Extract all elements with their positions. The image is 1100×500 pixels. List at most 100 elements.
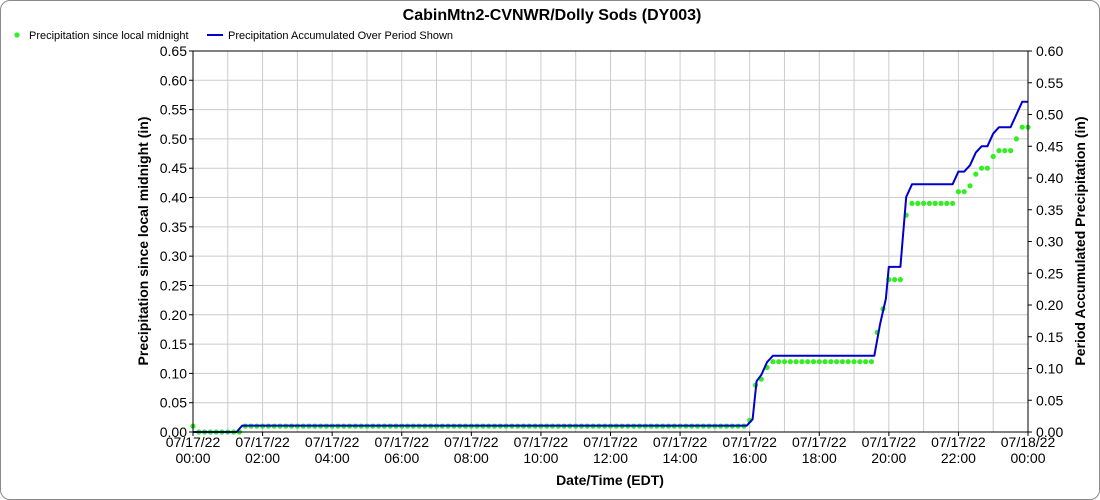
data-point-midnight <box>909 200 915 206</box>
data-point-midnight <box>961 189 967 195</box>
y-right-tick-label: 0.00 <box>1036 424 1063 440</box>
x-tick-label-date: 07/17/22 <box>722 434 777 450</box>
data-point-midnight <box>1002 148 1008 154</box>
y-left-tick-label: 0.15 <box>160 336 187 352</box>
x-tick-label-date: 07/17/22 <box>862 434 917 450</box>
x-tick-label-date: 07/17/22 <box>514 434 569 450</box>
data-point-midnight <box>932 200 938 206</box>
x-tick-label-date: 07/17/22 <box>931 434 986 450</box>
data-point-midnight <box>984 165 991 171</box>
x-tick-label-time: 16:00 <box>732 450 767 466</box>
data-point-midnight <box>1013 136 1020 142</box>
y-left-tick-label: 0.40 <box>160 190 187 206</box>
grid <box>193 51 1028 432</box>
y-right-tick-label: 0.40 <box>1036 170 1063 186</box>
data-point-midnight <box>799 359 805 365</box>
y-right-tick-label: 0.20 <box>1036 297 1063 313</box>
data-point-midnight <box>863 359 869 365</box>
x-axis-title: Date/Time (EDT) <box>556 472 664 488</box>
y-left-tick-label: 0.25 <box>160 277 187 293</box>
data-point-midnight <box>793 359 799 365</box>
x-tick-label-time: 04:00 <box>315 450 350 466</box>
x-tick-label-date: 07/17/22 <box>653 434 708 450</box>
x-tick-label-date: 07/17/22 <box>375 434 430 450</box>
x-tick-label-time: 14:00 <box>663 450 698 466</box>
data-point-midnight <box>787 359 793 365</box>
x-tick-label-date: 07/17/22 <box>305 434 360 450</box>
y-left-tick-label: 0.00 <box>160 424 187 440</box>
y-right-tick-label: 0.05 <box>1036 392 1063 408</box>
y-left-tick-label: 0.50 <box>160 131 187 147</box>
data-point-midnight <box>897 277 904 283</box>
data-point-midnight <box>810 359 817 365</box>
y-right-tick-label: 0.35 <box>1036 202 1063 218</box>
data-point-midnight <box>973 171 979 177</box>
legend-label-accumulated: Precipitation Accumulated Over Period Sh… <box>228 30 453 42</box>
series-line-accumulated <box>193 100 1028 433</box>
axes: 07/17/2200:0007/17/2202:0007/17/2204:000… <box>160 43 1064 466</box>
data-point-midnight <box>944 200 950 206</box>
y-right-tick-label: 0.50 <box>1036 107 1063 123</box>
data-point-midnight <box>834 359 840 365</box>
data-point-midnight <box>857 359 863 365</box>
data-point-midnight <box>868 359 875 365</box>
data-point-midnight <box>892 277 898 283</box>
data-point-midnight <box>1019 124 1025 130</box>
data-point-midnight <box>950 200 956 206</box>
y-left-tick-label: 0.10 <box>160 365 187 381</box>
y-right-tick-label: 0.60 <box>1036 43 1063 59</box>
x-tick-label-time: 20:00 <box>871 450 906 466</box>
x-tick-label-time: 22:00 <box>941 450 976 466</box>
data-point-midnight <box>770 359 776 365</box>
data-point-midnight <box>776 359 782 365</box>
data-point-midnight <box>967 183 973 189</box>
x-tick-label-time: 06:00 <box>384 450 419 466</box>
plot-area-border <box>192 50 1029 433</box>
x-tick-label-date: 07/17/22 <box>792 434 847 450</box>
y-right-tick-label: 0.15 <box>1036 329 1063 345</box>
y-left-tick-label: 0.30 <box>160 248 187 264</box>
x-tick-label-date: 07/17/22 <box>583 434 638 450</box>
y-left-tick-label: 0.45 <box>160 160 187 176</box>
y-right-tick-label: 0.30 <box>1036 234 1063 250</box>
data-point-midnight <box>921 200 927 206</box>
legend: Precipitation since local midnight Preci… <box>14 30 453 42</box>
data-point-midnight <box>839 359 846 365</box>
data-point-midnight <box>845 359 851 365</box>
data-point-midnight <box>979 165 985 171</box>
data-point-midnight <box>816 359 822 365</box>
x-tick-label-date: 07/18/22 <box>1001 434 1056 450</box>
data-point-midnight <box>781 359 788 365</box>
y-right-tick-label: 0.45 <box>1036 138 1063 154</box>
y-right-tick-label: 0.25 <box>1036 265 1063 281</box>
x-tick-label-time: 00:00 <box>175 450 210 466</box>
data-point-midnight <box>990 153 996 160</box>
x-tick-label-date: 07/17/22 <box>444 434 499 450</box>
y-left-tick-label: 0.05 <box>160 395 187 411</box>
x-tick-label-time: 00:00 <box>1010 450 1045 466</box>
x-tick-label-time: 02:00 <box>245 450 280 466</box>
legend-swatch-midnight <box>14 32 20 38</box>
x-tick-label-date: 07/17/22 <box>235 434 290 450</box>
data-point-midnight <box>828 359 834 365</box>
data-point-midnight <box>851 359 857 365</box>
chart-title: CabinMtn2-CVNWR/Dolly Sods (DY003) <box>403 7 702 24</box>
data-point-midnight <box>1008 148 1014 154</box>
y-left-tick-label: 0.20 <box>160 307 187 323</box>
x-tick-label-time: 12:00 <box>593 450 628 466</box>
data-point-midnight <box>915 200 921 206</box>
y-left-tick-label: 0.60 <box>160 72 187 88</box>
data-layer <box>190 100 1031 435</box>
y-right-tick-label: 0.55 <box>1036 75 1063 91</box>
data-point-midnight <box>938 200 944 206</box>
legend-label-midnight: Precipitation since local midnight <box>29 30 189 42</box>
x-tick-label-date: 07/17/22 <box>166 434 221 450</box>
y-left-tick-label: 0.55 <box>160 102 187 118</box>
x-tick-label-time: 10:00 <box>523 450 558 466</box>
data-point-midnight <box>805 359 811 365</box>
y-axis-left-title: Precipitation since local midnight (in) <box>135 117 151 366</box>
y-left-tick-label: 0.65 <box>160 43 187 59</box>
y-axis-right-title: Period Accumulated Precipitation (in) <box>1072 116 1088 365</box>
